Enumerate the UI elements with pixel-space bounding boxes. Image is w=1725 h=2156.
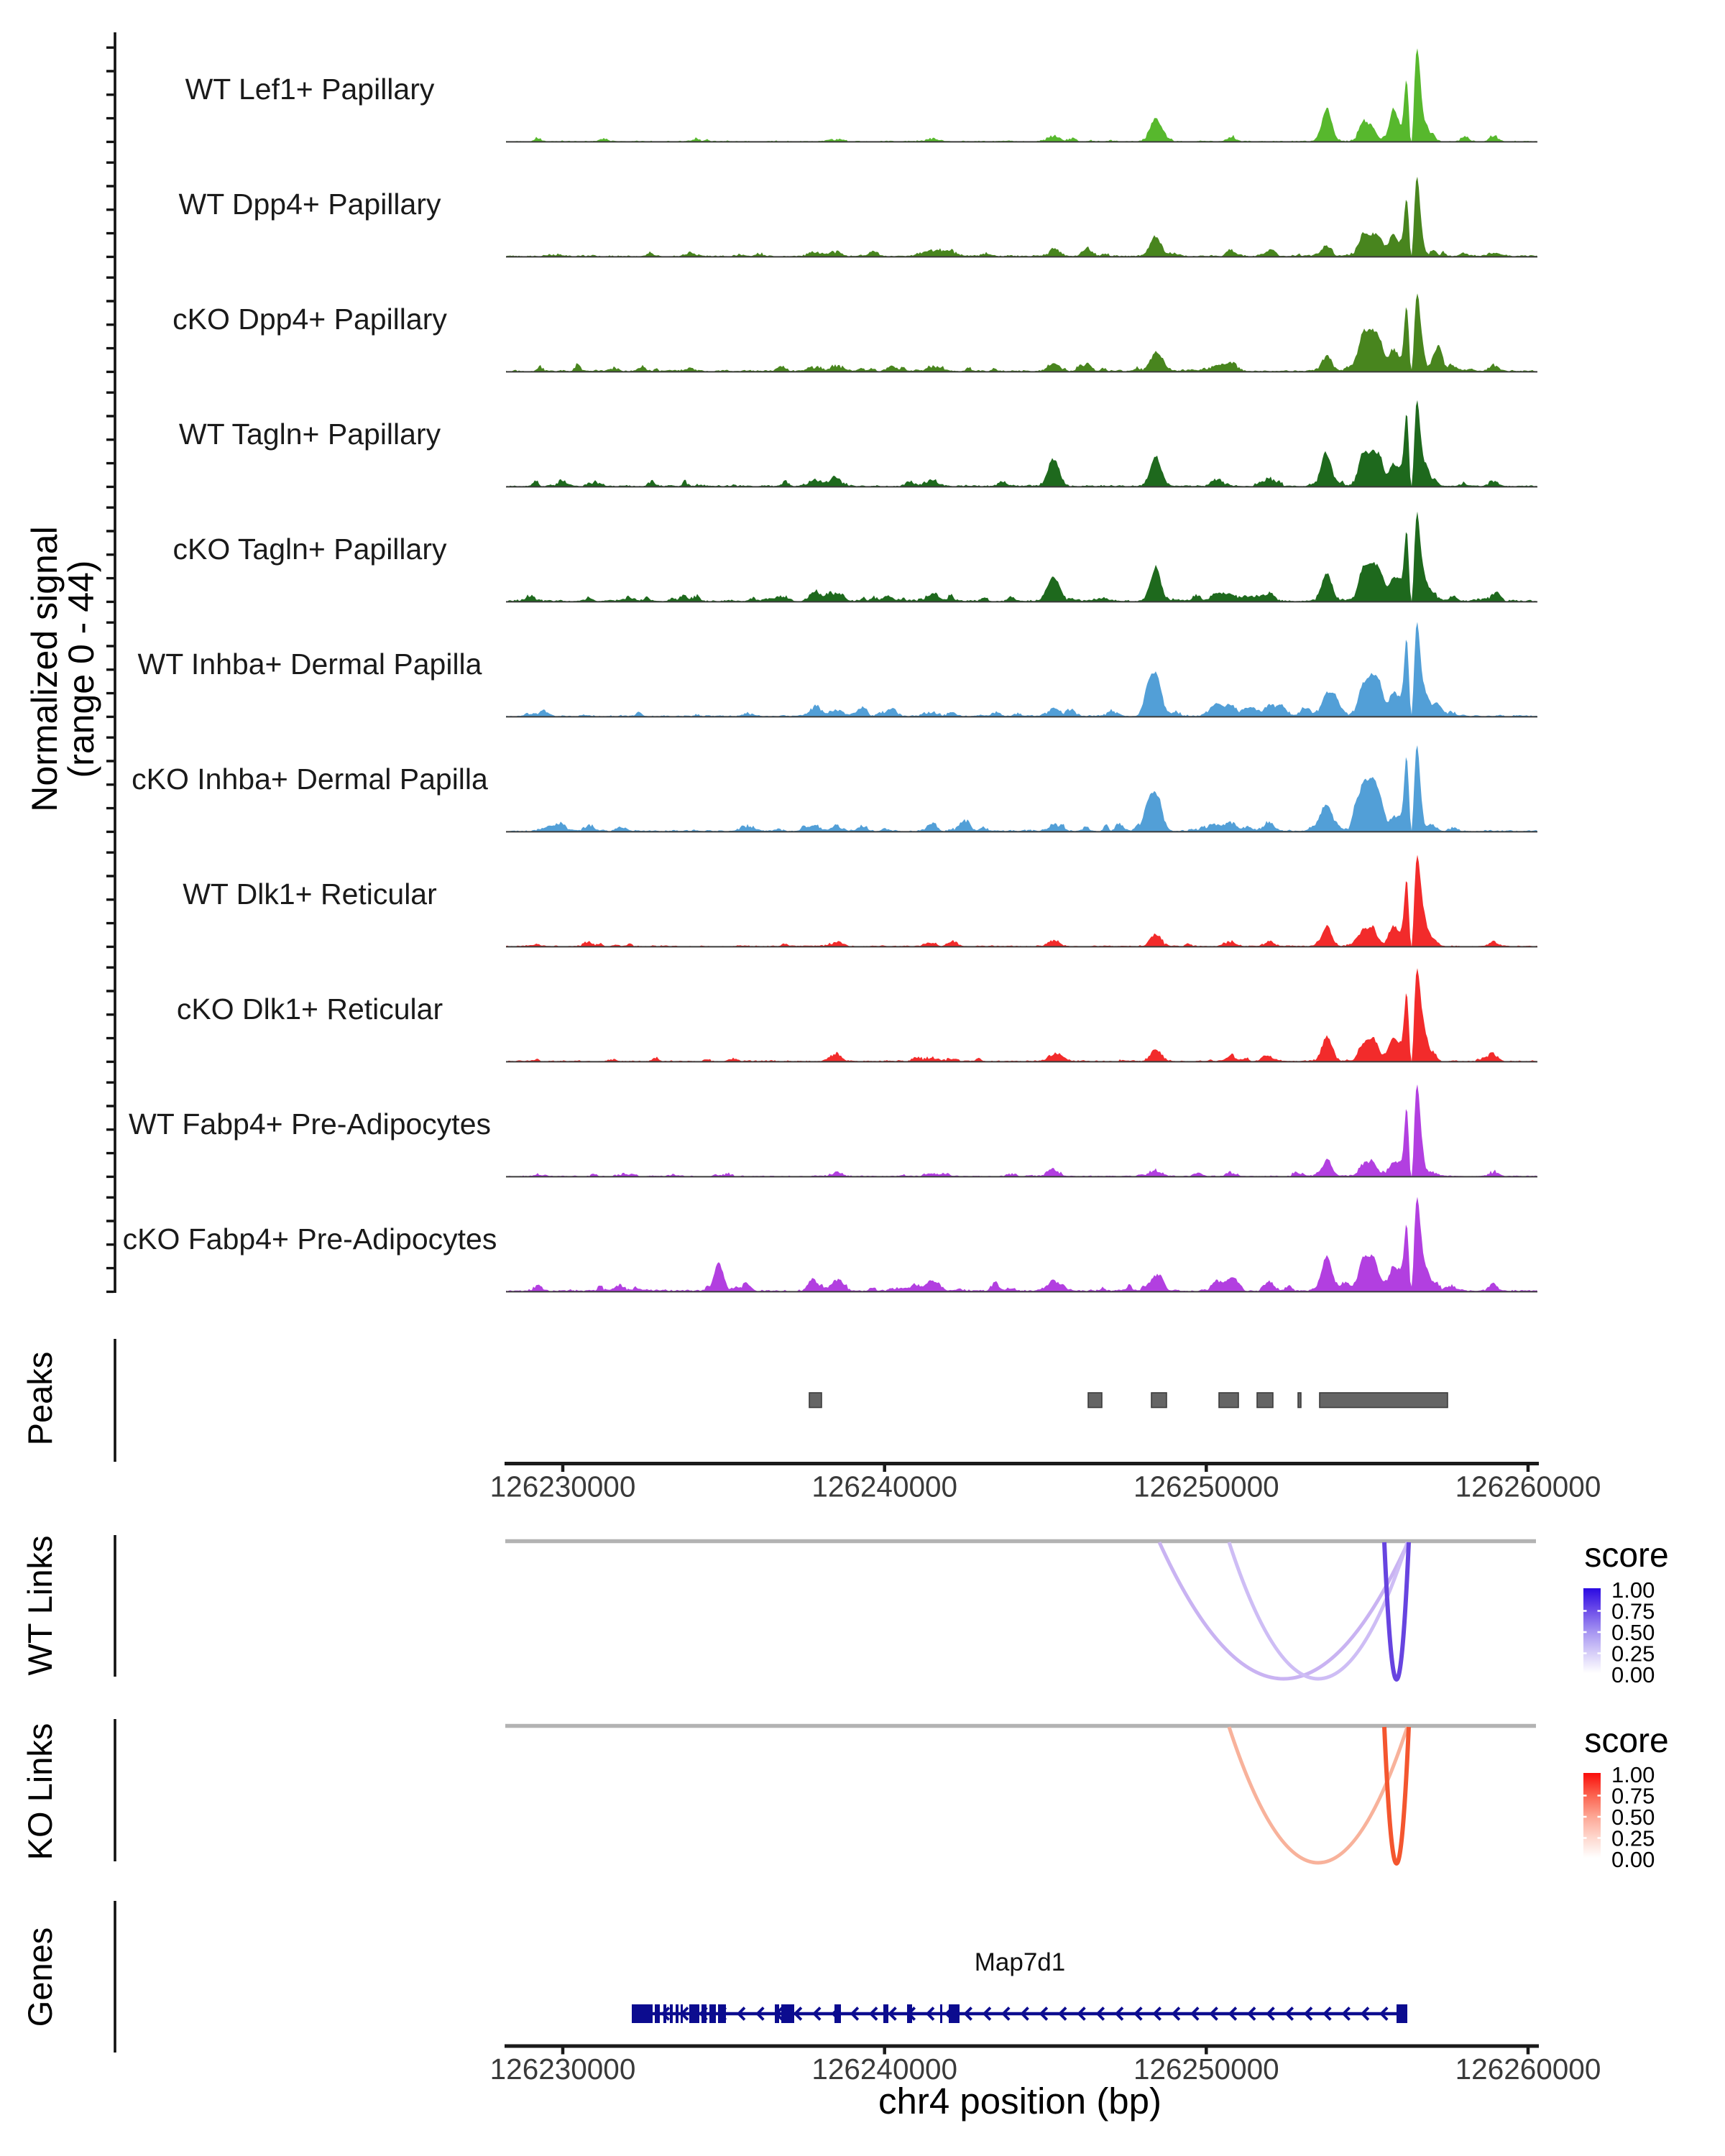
svg-text:126230000: 126230000: [490, 1470, 636, 1503]
svg-text:WT Dpp4+ Papillary: WT Dpp4+ Papillary: [179, 188, 441, 221]
svg-text:0.25: 0.25: [1611, 1641, 1655, 1667]
svg-text:0.00: 0.00: [1611, 1847, 1655, 1872]
svg-text:126250000: 126250000: [1133, 2053, 1279, 2086]
svg-text:score: score: [1584, 1537, 1668, 1575]
svg-text:126230000: 126230000: [490, 2053, 636, 2086]
svg-text:chr4 position (bp): chr4 position (bp): [878, 2081, 1162, 2122]
svg-text:cKO Tagln+ Papillary: cKO Tagln+ Papillary: [173, 533, 447, 566]
svg-text:cKO Inhba+ Dermal Papilla: cKO Inhba+ Dermal Papilla: [132, 763, 488, 796]
svg-text:WT Tagln+ Papillary: WT Tagln+ Papillary: [179, 418, 441, 451]
svg-text:cKO Fabp4+ Pre-Adipocytes: cKO Fabp4+ Pre-Adipocytes: [123, 1222, 497, 1256]
svg-text:1.00: 1.00: [1611, 1577, 1655, 1603]
svg-text:WT Fabp4+ Pre-Adipocytes: WT Fabp4+ Pre-Adipocytes: [129, 1107, 491, 1141]
svg-text:WT Dlk1+ Reticular: WT Dlk1+ Reticular: [183, 877, 437, 911]
svg-text:Normalized signal: Normalized signal: [24, 526, 65, 811]
svg-text:126260000: 126260000: [1455, 2053, 1601, 2086]
svg-text:0.75: 0.75: [1611, 1599, 1655, 1624]
svg-text:126240000: 126240000: [811, 1470, 957, 1503]
svg-text:cKO Dpp4+ Papillary: cKO Dpp4+ Papillary: [172, 303, 447, 336]
svg-text:Genes: Genes: [21, 1927, 59, 2027]
svg-text:0.75: 0.75: [1611, 1784, 1655, 1809]
svg-text:Map7d1: Map7d1: [975, 1948, 1065, 1976]
svg-text:0.25: 0.25: [1611, 1826, 1655, 1851]
svg-text:Peaks: Peaks: [21, 1352, 59, 1446]
svg-text:score: score: [1584, 1722, 1668, 1760]
svg-text:(range 0 - 44): (range 0 - 44): [61, 561, 101, 778]
svg-text:cKO Dlk1+ Reticular: cKO Dlk1+ Reticular: [177, 992, 443, 1026]
svg-text:WT Links: WT Links: [21, 1536, 59, 1676]
svg-text:126240000: 126240000: [811, 2053, 957, 2086]
svg-text:126260000: 126260000: [1455, 1470, 1601, 1503]
svg-text:KO Links: KO Links: [21, 1723, 59, 1861]
svg-text:WT Lef1+ Papillary: WT Lef1+ Papillary: [185, 73, 435, 106]
svg-text:WT Inhba+ Dermal Papilla: WT Inhba+ Dermal Papilla: [138, 648, 482, 681]
svg-text:126250000: 126250000: [1133, 1470, 1279, 1503]
svg-text:0.50: 0.50: [1611, 1805, 1655, 1830]
svg-text:0.00: 0.00: [1611, 1662, 1655, 1687]
svg-text:0.50: 0.50: [1611, 1620, 1655, 1645]
svg-text:1.00: 1.00: [1611, 1762, 1655, 1787]
